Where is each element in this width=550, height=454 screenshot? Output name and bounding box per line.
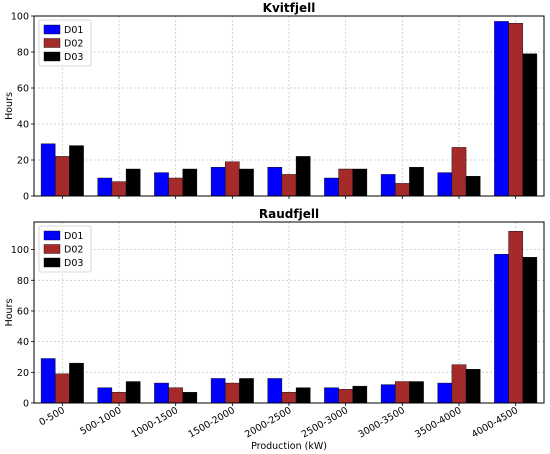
legend-label-d03: D03: [64, 258, 83, 269]
chart-title: Kvitfjell: [263, 1, 316, 15]
bar-d01-1000-1500: [154, 382, 169, 404]
bar-d01-3000-3500: [380, 384, 396, 404]
legend-swatch-d02: [43, 244, 61, 254]
bar-d03-500-1000: [125, 168, 141, 197]
x-tick-label: 3500-4000: [413, 405, 463, 440]
x-tick-label: 500-1000: [78, 405, 123, 437]
legend: D01 D02 D03: [38, 19, 92, 67]
y-tick-label: 60: [17, 84, 29, 95]
y-tick-label: 80: [17, 48, 29, 59]
legend-swatch-d01: [43, 24, 61, 35]
legend-label-d02: D02: [64, 39, 83, 50]
x-tick-label: 3000-3500: [356, 405, 406, 440]
bar-d01-1500-2000: [210, 166, 226, 197]
y-tick-label: 0: [23, 399, 29, 410]
bar-d01-0-500: [40, 358, 56, 404]
legend: D01 D02 D03: [38, 225, 92, 273]
bar-d02-2500-3000: [338, 168, 353, 197]
y-tick-label: 40: [17, 337, 29, 348]
bar-d01-1000-1500: [154, 172, 169, 197]
bar-d01-4000-4500: [494, 21, 509, 197]
bar-d02-4000-4500: [508, 231, 523, 404]
bar-d01-500-1000: [97, 177, 113, 197]
bar-d03-3500-4000: [465, 175, 481, 197]
bar-d02-2500-3000: [338, 388, 353, 404]
bar-d03-1000-1500: [182, 168, 198, 197]
y-axis-label: Hours: [4, 92, 15, 120]
legend-swatch-d02: [43, 38, 61, 48]
bar-d02-500-1000: [111, 181, 127, 197]
y-tick-label: 40: [17, 120, 29, 131]
chart-title: Raudfjell: [259, 207, 319, 221]
panel-0: 0 20 40 60 80 100 Kvitfjell Hours D01 D02 D03: [4, 1, 545, 203]
x-tick-label: 2500-3000: [300, 405, 350, 440]
bar-d01-500-1000: [97, 387, 113, 404]
bar-d03-1500-2000: [239, 378, 254, 404]
x-tick-label: 1000-1500: [130, 405, 180, 440]
bar-d02-1500-2000: [225, 161, 240, 197]
legend-swatch-d01: [43, 230, 61, 241]
y-tick-label: 60: [17, 306, 29, 317]
bar-d03-0-500: [69, 362, 84, 404]
bar-d02-1500-2000: [225, 382, 240, 404]
bar-d03-4000-4500: [522, 53, 538, 197]
bar-d03-1000-1500: [182, 392, 198, 404]
bar-d03-3500-4000: [465, 369, 481, 404]
bar-d02-2000-2500: [281, 174, 297, 197]
x-tick-label: 1500-2000: [186, 405, 236, 440]
x-axis-label: Production (kW): [251, 441, 327, 452]
y-tick-label: 80: [17, 276, 29, 287]
bar-d02-1000-1500: [168, 387, 183, 404]
bar-d03-4000-4500: [522, 257, 538, 404]
bar-d03-500-1000: [125, 381, 141, 404]
bar-d01-1500-2000: [210, 378, 226, 404]
bar-d01-3500-4000: [437, 172, 453, 197]
bar-d01-2000-2500: [267, 166, 283, 197]
y-tick-label: 0: [23, 192, 29, 203]
bar-d01-2500-3000: [324, 387, 339, 404]
bar-d02-4000-4500: [508, 23, 523, 197]
bar-d01-2500-3000: [324, 177, 339, 197]
y-axis-label: Hours: [4, 299, 15, 327]
x-tick-label: 4000-4500: [470, 405, 520, 440]
bar-d01-0-500: [40, 143, 56, 197]
y-tick-label: 20: [17, 156, 29, 167]
bar-d01-2000-2500: [267, 378, 283, 404]
bar-d02-0-500: [55, 373, 70, 404]
x-tick-label: 0-500: [37, 405, 66, 428]
bar-d02-0-500: [55, 156, 70, 197]
bar-d03-0-500: [69, 145, 84, 197]
panel-1: 0 20 40 60 80 100 0-500 500-1000 1000-1500 1500-2…: [4, 207, 545, 452]
legend-swatch-d03: [43, 51, 61, 62]
y-tick-label: 20: [17, 368, 29, 379]
bar-d03-2000-2500: [295, 156, 311, 197]
legend-label-d01: D01: [64, 231, 83, 242]
y-tick-label: 100: [11, 12, 29, 23]
legend-swatch-d03: [43, 257, 61, 268]
legend-label-d03: D03: [64, 52, 83, 63]
bar-d01-3000-3500: [380, 174, 396, 197]
legend-label-d01: D01: [64, 25, 83, 36]
bar-d02-1000-1500: [168, 177, 183, 197]
bar-d02-3000-3500: [395, 381, 410, 404]
bar-d01-4000-4500: [494, 254, 509, 404]
bar-d02-2000-2500: [281, 392, 297, 404]
bar-d03-3000-3500: [409, 381, 424, 404]
bar-d03-2500-3000: [352, 385, 368, 404]
bar-d03-2500-3000: [352, 168, 368, 197]
bar-d02-3500-4000: [451, 147, 467, 197]
bar-d03-2000-2500: [295, 387, 311, 404]
bar-d03-3000-3500: [409, 166, 424, 197]
bar-d01-3500-4000: [437, 382, 453, 404]
legend-label-d02: D02: [64, 245, 83, 256]
bar-d02-3500-4000: [451, 364, 467, 404]
bar-d02-500-1000: [111, 392, 127, 404]
y-tick-label: 100: [11, 245, 29, 256]
x-tick-label: 2000-2500: [243, 405, 293, 440]
bar-d02-3000-3500: [395, 183, 410, 197]
bar-d03-1500-2000: [239, 168, 254, 197]
